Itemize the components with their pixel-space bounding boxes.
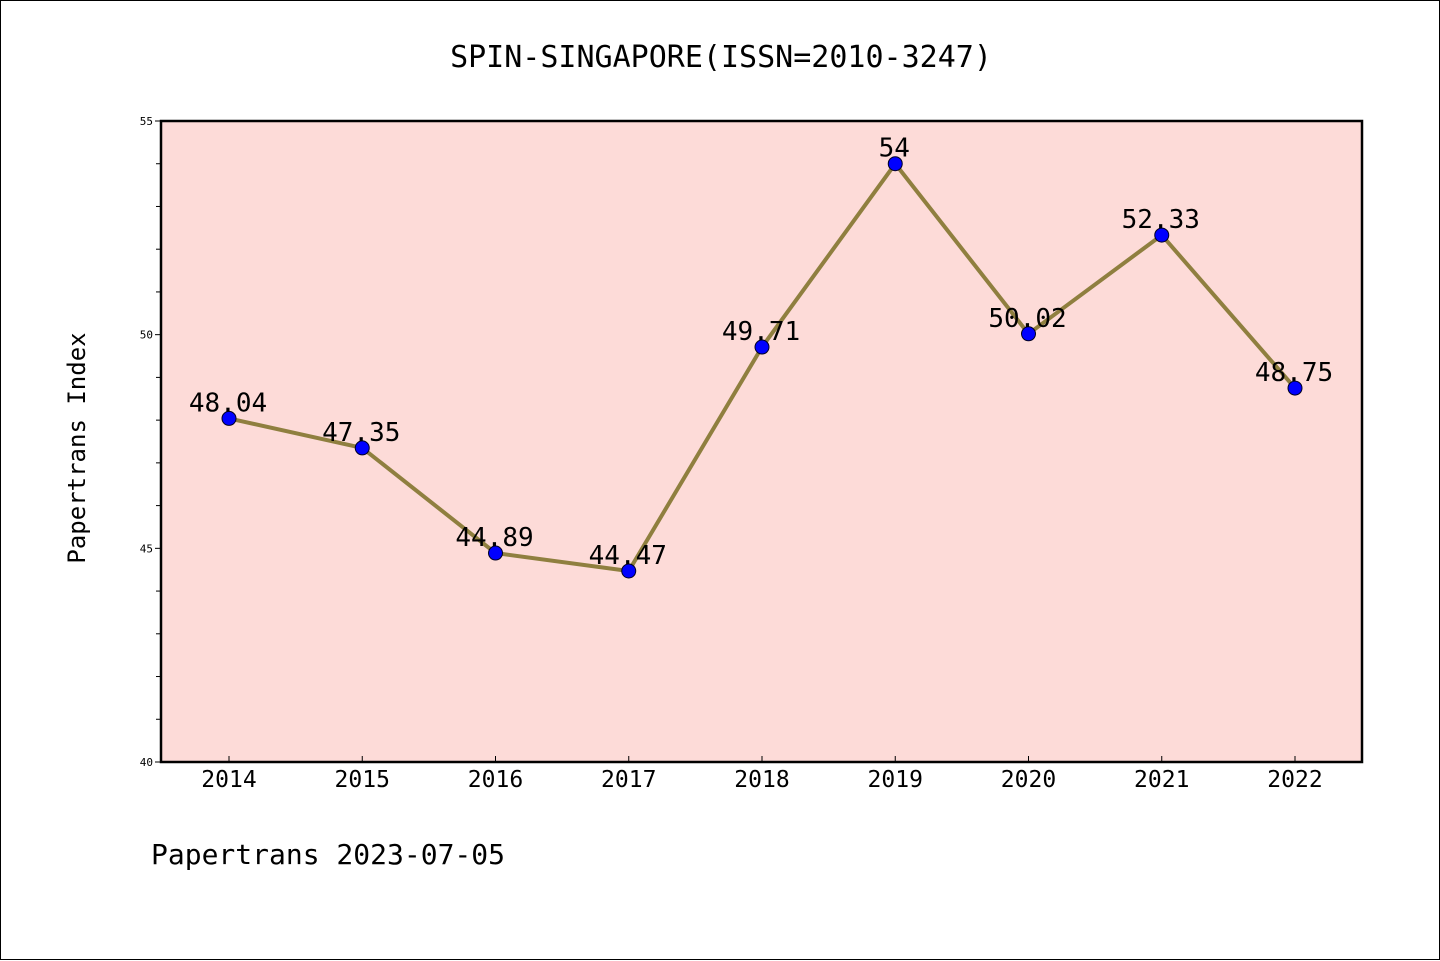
x-tick-label: 2014 — [201, 767, 256, 793]
data-labels: 48.04 47.35 44.89 44.47 49.71 54 50.02 52.33 48.… — [189, 134, 1333, 571]
data-point-marker — [887, 156, 903, 172]
data-point-marker — [754, 339, 770, 355]
y-axis-label: Papertrans Index — [63, 332, 91, 563]
x-axis-ticks: 2014 2015 2016 2017 2018 2019 2020 2021 2022 — [201, 756, 1323, 793]
y-axis-ticks: 40 45 50 55 — [140, 115, 161, 769]
data-value-label: 54 — [879, 134, 910, 164]
y-tick-label: 45 — [140, 542, 153, 555]
data-value-label: 44.47 — [589, 541, 667, 571]
data-value-label: 50.02 — [988, 304, 1066, 334]
data-point-marker — [621, 563, 637, 579]
data-value-label: 48.04 — [189, 388, 267, 418]
footer-date-label: Papertrans 2023-07-05 — [151, 838, 505, 871]
data-value-label: 48.75 — [1255, 358, 1333, 388]
x-tick-label: 2021 — [1134, 767, 1189, 793]
data-point-marker — [221, 410, 237, 426]
x-tick-label: 2015 — [335, 767, 390, 793]
x-tick-label: 2017 — [601, 767, 656, 793]
data-points — [221, 156, 1303, 579]
x-tick-label: 2019 — [868, 767, 923, 793]
data-point-marker — [1287, 380, 1303, 396]
data-value-label: 44.89 — [455, 523, 533, 553]
data-value-label: 49.71 — [722, 317, 800, 347]
y-tick-label: 50 — [140, 329, 153, 342]
y-tick-label: 55 — [140, 115, 153, 128]
x-tick-label: 2018 — [734, 767, 789, 793]
data-value-label: 52.33 — [1122, 205, 1200, 235]
chart-title: SPIN-SINGAPORE(ISSN=2010-3247) — [450, 40, 992, 75]
x-tick-label: 2022 — [1267, 767, 1322, 793]
data-point-marker — [1021, 326, 1036, 342]
x-tick-label: 2016 — [468, 767, 523, 793]
data-point-marker — [354, 440, 370, 456]
x-tick-label: 2020 — [1001, 767, 1056, 793]
plot-border — [159, 119, 1364, 764]
data-point-marker — [488, 545, 503, 561]
data-value-label: 47.35 — [322, 418, 400, 448]
y-tick-label: 40 — [140, 756, 153, 769]
data-point-marker — [1154, 227, 1170, 243]
